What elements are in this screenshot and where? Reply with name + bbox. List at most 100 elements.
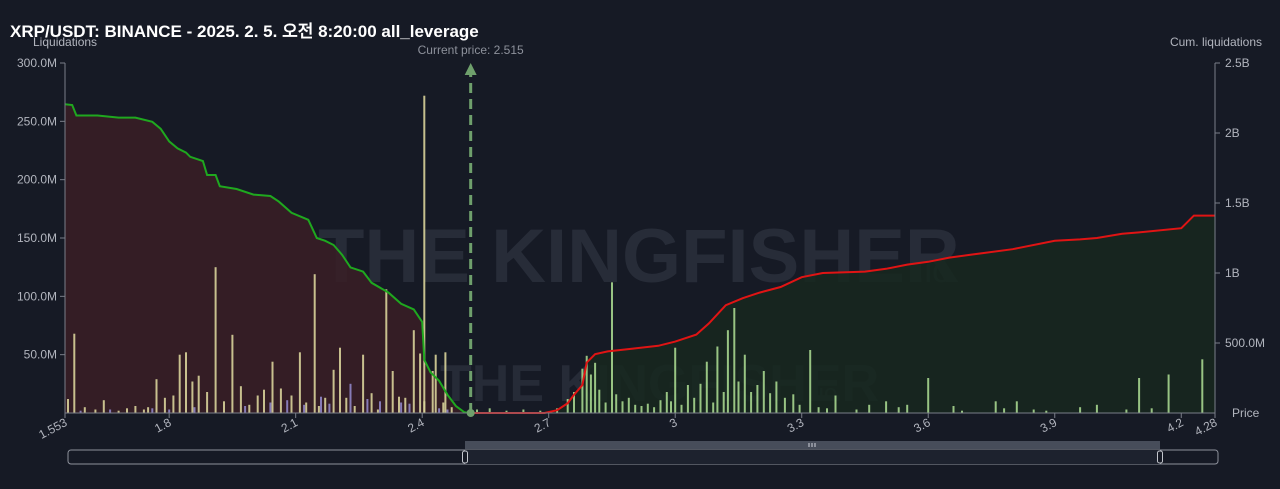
liquidation-bar [185, 352, 187, 413]
y-left-tick-label: 100.0M [17, 289, 57, 303]
liquidation-bar [223, 401, 225, 413]
current-price-marker: Current price: 2.515 [418, 43, 524, 417]
cumulative-fills [65, 104, 1215, 414]
liquidation-bar [412, 330, 415, 413]
liquidation-bar [155, 379, 158, 413]
liquidation-bar [419, 353, 422, 413]
slider-handle-right[interactable] [1157, 450, 1163, 464]
liquidation-bar [737, 381, 740, 413]
liquidation-bar [1079, 407, 1082, 413]
liquidation-bar [733, 308, 736, 413]
liquidation-bar [269, 402, 272, 413]
liquidation-bar [659, 400, 662, 413]
liquidation-bar [450, 407, 453, 413]
liquidation-bar [332, 369, 335, 413]
liquidation-bar [476, 409, 478, 413]
liquidation-bar [653, 407, 656, 413]
y-right-tick-label: 2.5B [1225, 56, 1250, 70]
slider-selection[interactable] [465, 450, 1160, 464]
liquidation-bar [117, 410, 120, 413]
liquidation-bar [927, 378, 930, 413]
liquidation-bar [366, 399, 369, 413]
liquidation-bar [1095, 404, 1098, 413]
liquidation-bar [726, 330, 729, 413]
long-cum-line [64, 103, 471, 414]
liquidation-bar [109, 409, 112, 413]
liquidation-bar [680, 404, 683, 413]
liquidation-bar [1003, 408, 1006, 413]
liquidation-bar [345, 397, 348, 413]
liquidation-bar [834, 395, 837, 413]
liquidation-bar [885, 401, 888, 413]
y-left-axis-title: Liquidations [33, 35, 97, 49]
liquidation-bar [994, 401, 997, 413]
liquidation-bar [1045, 410, 1048, 413]
liquidation-bar [244, 406, 247, 413]
slider-handle-left[interactable] [462, 450, 468, 464]
x-tick-label: 3.9 [1038, 415, 1060, 435]
liquidation-bar [686, 385, 689, 413]
liquidation-bar [423, 95, 426, 413]
liquidation-bar [505, 410, 508, 413]
liquidation-bar [762, 371, 765, 413]
liquidation-bar [256, 395, 259, 413]
liquidation-bar [615, 394, 618, 413]
liquidation-bar [621, 401, 624, 413]
y-left-tick-label: 200.0M [17, 173, 57, 187]
y-left-tick-label: 300.0M [17, 56, 57, 70]
liquidation-bar [798, 404, 801, 413]
liquidation-bar [400, 402, 403, 413]
liquidation-bar [640, 406, 643, 413]
liquidation-bar [665, 392, 668, 413]
liquidation-bar [286, 400, 289, 413]
liquidation-bar [197, 375, 200, 413]
liquidation-bar [1125, 409, 1128, 413]
liquidation-bar [298, 352, 301, 413]
liquidation-bar [214, 267, 217, 413]
y-right-axis-title: Cum. liquidations [1170, 35, 1262, 49]
liquidation-bar [446, 409, 449, 413]
x-tick-label: 4.28 [1192, 415, 1219, 438]
liquidation-bar [594, 362, 597, 413]
liquidation-bar [1032, 409, 1035, 413]
liquidation-bar [324, 397, 327, 413]
liquidation-bar [1015, 401, 1018, 413]
x-tick-label: 2.7 [532, 415, 554, 435]
liquidation-bar [353, 406, 356, 413]
x-axis-title: Price [1232, 406, 1260, 420]
current-price-label: Current price: 2.515 [418, 43, 524, 57]
liquidation-bar [151, 408, 154, 413]
range-slider[interactable] [67, 441, 1219, 465]
liquidation-bar [398, 396, 400, 413]
y-right-tick-label: 1.5B [1225, 196, 1250, 210]
x-tick-label: 2.4 [405, 415, 427, 435]
liquidation-bar [961, 410, 963, 413]
y-right-tick-label: 500.0M [1225, 336, 1265, 350]
y-right-tick-label: 1B [1225, 266, 1240, 280]
liquidation-bar [699, 383, 702, 413]
liquidation-bar [67, 399, 69, 413]
liquidation-bar [769, 393, 772, 413]
y-left-tick-label: 250.0M [17, 114, 57, 128]
liquidation-bar [434, 354, 437, 413]
liquidation-bar [385, 289, 388, 413]
liquidation-bar [573, 392, 575, 413]
liquidation-bar [809, 350, 812, 413]
x-tick-label: 3.3 [785, 415, 807, 435]
liquidation-bar [670, 401, 672, 413]
liquidation-bar [756, 385, 759, 413]
liquidation-bar [589, 374, 592, 413]
x-tick-label: 3.6 [911, 415, 933, 435]
liquidation-bar [134, 406, 137, 413]
x-tick-label: 2.1 [279, 415, 301, 435]
liquidation-bar [792, 394, 795, 413]
liquidation-bar [627, 397, 630, 413]
liquidation-bar [313, 274, 316, 413]
liquidation-bar [362, 354, 365, 413]
x-tick-label: 3 [667, 415, 680, 431]
liquidation-bars [67, 95, 1204, 413]
liquidation-bar [566, 399, 569, 413]
liquidation-bar [102, 400, 105, 413]
liquidation-bar [79, 410, 82, 413]
